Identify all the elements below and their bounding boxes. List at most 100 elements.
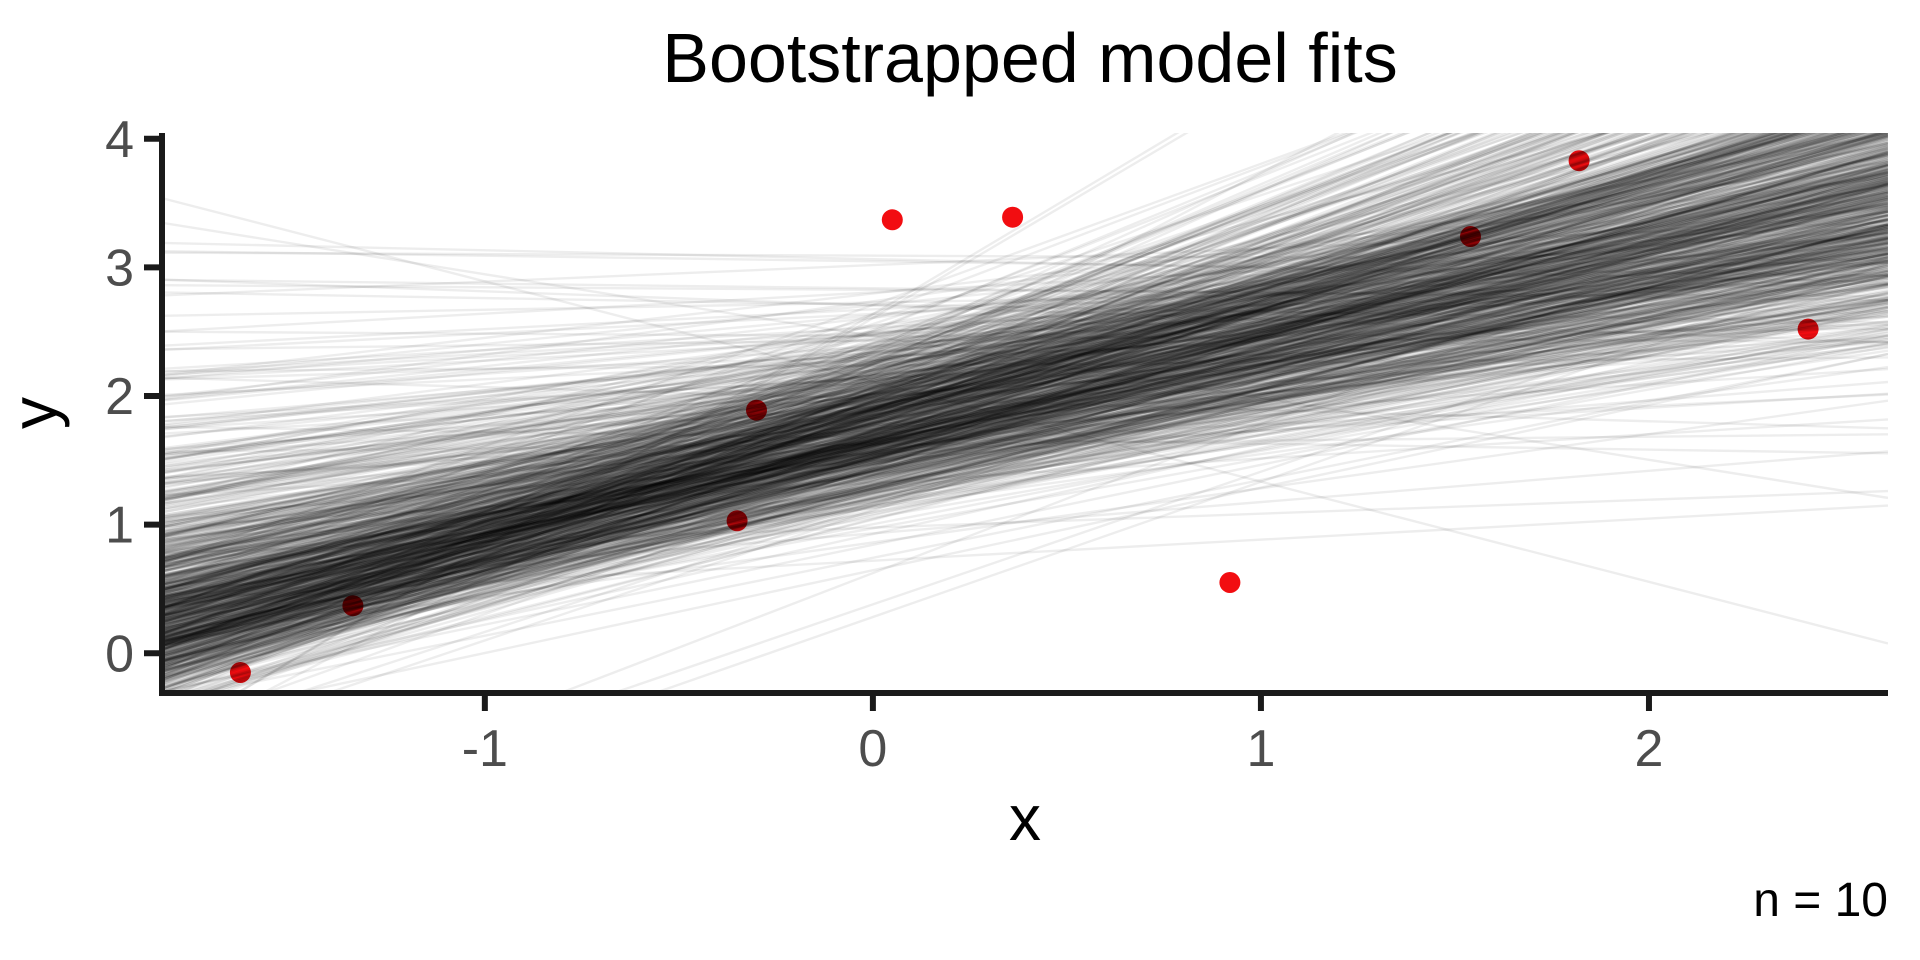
bootstrap-fit-line	[162, 227, 1888, 586]
bootstrap-fit-line	[162, 185, 1888, 648]
bootstrap-fit-line	[162, 133, 1664, 690]
bootstrap-fit-line	[162, 133, 1833, 621]
bootstrap-fit-line	[234, 133, 1180, 693]
bootstrap-fit-line	[162, 133, 1742, 616]
bootstrap-fit-line	[162, 249, 1888, 595]
bootstrap-fit-line	[162, 135, 1888, 675]
bootstrap-fit-line	[162, 133, 1607, 593]
bootstrap-fit-line	[162, 133, 1679, 693]
bootstrap-fit-line	[162, 155, 1888, 598]
bootstrap-fit-line	[162, 133, 1784, 665]
bootstrap-fit-line	[162, 133, 1868, 632]
bootstrap-fit-line	[162, 199, 1888, 654]
bootstrap-fit-line	[162, 133, 1452, 562]
bootstrap-fit-line	[162, 133, 1740, 623]
bootstrap-fit-line	[162, 133, 1816, 674]
bootstrap-fit-line	[162, 177, 1888, 636]
bootstrap-fit-line	[182, 133, 1813, 693]
bootstrap-fit-line	[162, 272, 1888, 611]
bootstrap-fit-line	[162, 133, 1433, 657]
bootstrap-fit-line	[162, 194, 1888, 541]
bootstrap-fit-line	[162, 182, 1888, 690]
bootstrap-fit-line	[162, 133, 1852, 624]
bootstrap-fit-line	[162, 133, 1819, 635]
bootstrap-fit-line	[162, 237, 1888, 592]
bootstrap-fit-line	[162, 310, 1888, 561]
bootstrap-fit-line	[162, 216, 1888, 609]
bootstrap-fit-line	[162, 142, 1888, 564]
bootstrap-fit-line	[162, 285, 1888, 571]
bootstrap-fit-line	[162, 376, 1888, 430]
bootstrap-fit-line	[162, 135, 1888, 624]
bootstrap-fit-line	[162, 201, 1888, 617]
bootstrap-fit-line	[162, 206, 1888, 642]
bootstrap-fit-line	[162, 134, 1888, 614]
bootstrap-fit-line	[162, 226, 1888, 621]
bootstrap-fit-line	[162, 283, 1888, 656]
bootstrap-fit-line	[162, 266, 1888, 640]
bootstrap-fit-line	[162, 249, 1888, 578]
bootstrap-fit-line	[162, 212, 1888, 671]
bootstrap-fit-line	[162, 133, 1862, 688]
bootstrap-fit-line	[162, 147, 1888, 591]
bootstrap-fit-line	[162, 232, 1888, 544]
bootstrap-fit-line	[162, 349, 1888, 610]
data-points-layer	[229, 150, 1819, 683]
bootstrap-fit-line	[201, 133, 1681, 693]
bootstrap-fit-line	[162, 133, 1590, 652]
bootstrap-fit-line	[162, 134, 1888, 647]
bootstrap-fit-line	[218, 133, 1845, 693]
bootstrap-fit-line	[162, 179, 1888, 660]
bootstrap-fit-line	[162, 273, 1888, 506]
bootstrap-fit-line	[162, 149, 1888, 574]
bootstrap-fit-line	[162, 133, 1751, 551]
bootstrap-fit-line	[162, 234, 1888, 637]
bootstrap-fit-line	[162, 148, 1888, 666]
bootstrap-fit-line	[162, 244, 1888, 538]
bootstrap-fit-line	[162, 242, 1888, 647]
bootstrap-fit-line	[162, 133, 1882, 595]
bootstrap-fit-line	[162, 133, 1478, 585]
bootstrap-fit-line	[162, 241, 1888, 584]
bootstrap-fit-line	[162, 259, 1888, 630]
bootstrap-fit-line	[162, 173, 1888, 601]
bootstrap-fit-line	[162, 133, 1610, 677]
bootstrap-fit-line	[162, 133, 1808, 670]
bootstrap-fit-line	[162, 223, 1888, 679]
bootstrap-fit-line	[162, 133, 1782, 560]
bootstrap-fit-line	[162, 223, 1888, 542]
bootstrap-fit-line	[162, 133, 1776, 665]
bootstrap-fit-line	[162, 133, 1811, 606]
bootstrap-fit-line	[162, 195, 1888, 611]
bootstrap-fit-line	[162, 264, 1888, 647]
bootstrap-fit-line	[172, 133, 1641, 693]
bootstrap-fit-line	[162, 133, 1808, 593]
bootstrap-fit-line	[205, 163, 1888, 693]
bootstrap-fit-line	[162, 182, 1888, 673]
bootstrap-fit-line	[162, 160, 1888, 652]
bootstrap-fit-line	[162, 288, 1888, 603]
bootstrap-fit-line	[162, 188, 1888, 561]
bootstrap-fit-line	[162, 185, 1888, 455]
bootstrap-fit-line	[162, 231, 1888, 496]
bootstrap-fit-line	[162, 133, 1622, 658]
bootstrap-fit-line	[162, 133, 1888, 568]
bootstrap-fit-line	[162, 242, 1888, 636]
bootstrap-fit-line	[162, 133, 1825, 553]
bootstrap-fit-line	[162, 133, 1760, 672]
bootstrap-fit-line	[162, 134, 1888, 628]
bootstrap-fit-line	[162, 133, 1768, 679]
bootstrap-fit-line	[162, 179, 1888, 595]
bootstrap-fit-line	[162, 210, 1888, 486]
bootstrap-fit-line	[162, 280, 1888, 634]
bootstrap-fit-line	[162, 133, 1754, 651]
bootstrap-fit-line	[162, 166, 1888, 618]
bootstrap-fit-line	[162, 293, 1888, 580]
bootstrap-fit-line	[162, 213, 1888, 536]
bootstrap-fit-line	[162, 252, 1888, 584]
bootstrap-fit-line	[162, 133, 1813, 611]
bootstrap-fit-line	[172, 216, 1888, 693]
bootstrap-fit-line	[162, 133, 1831, 658]
bootstrap-fit-line	[162, 172, 1888, 598]
bootstrap-fit-line	[162, 489, 1888, 555]
